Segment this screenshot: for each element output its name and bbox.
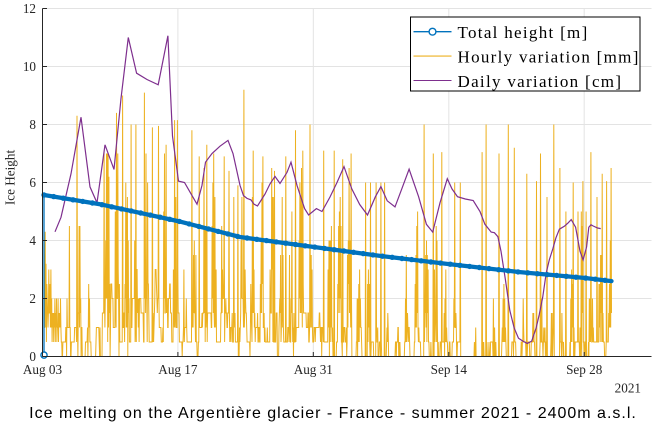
svg-text:Total height [m]: Total height [m] (458, 23, 589, 42)
svg-text:10: 10 (23, 59, 37, 74)
svg-text:Ice Height: Ice Height (3, 150, 18, 206)
svg-text:Sep 14: Sep 14 (431, 362, 468, 377)
svg-text:Aug 31: Aug 31 (294, 362, 333, 377)
svg-text:4: 4 (29, 233, 36, 248)
svg-text:Aug 17: Aug 17 (158, 362, 198, 377)
svg-text:2021: 2021 (615, 381, 641, 396)
svg-text:Daily variation [cm]: Daily variation [cm] (458, 72, 623, 91)
svg-text:0: 0 (29, 349, 36, 364)
svg-text:8: 8 (29, 117, 36, 132)
svg-text:Sep 28: Sep 28 (566, 362, 603, 377)
svg-text:Aug 03: Aug 03 (23, 362, 63, 377)
svg-text:2: 2 (29, 291, 36, 306)
svg-text:6: 6 (29, 175, 36, 190)
svg-text:12: 12 (23, 1, 36, 16)
svg-text:Hourly variation [mm]: Hourly variation [mm] (458, 47, 640, 66)
